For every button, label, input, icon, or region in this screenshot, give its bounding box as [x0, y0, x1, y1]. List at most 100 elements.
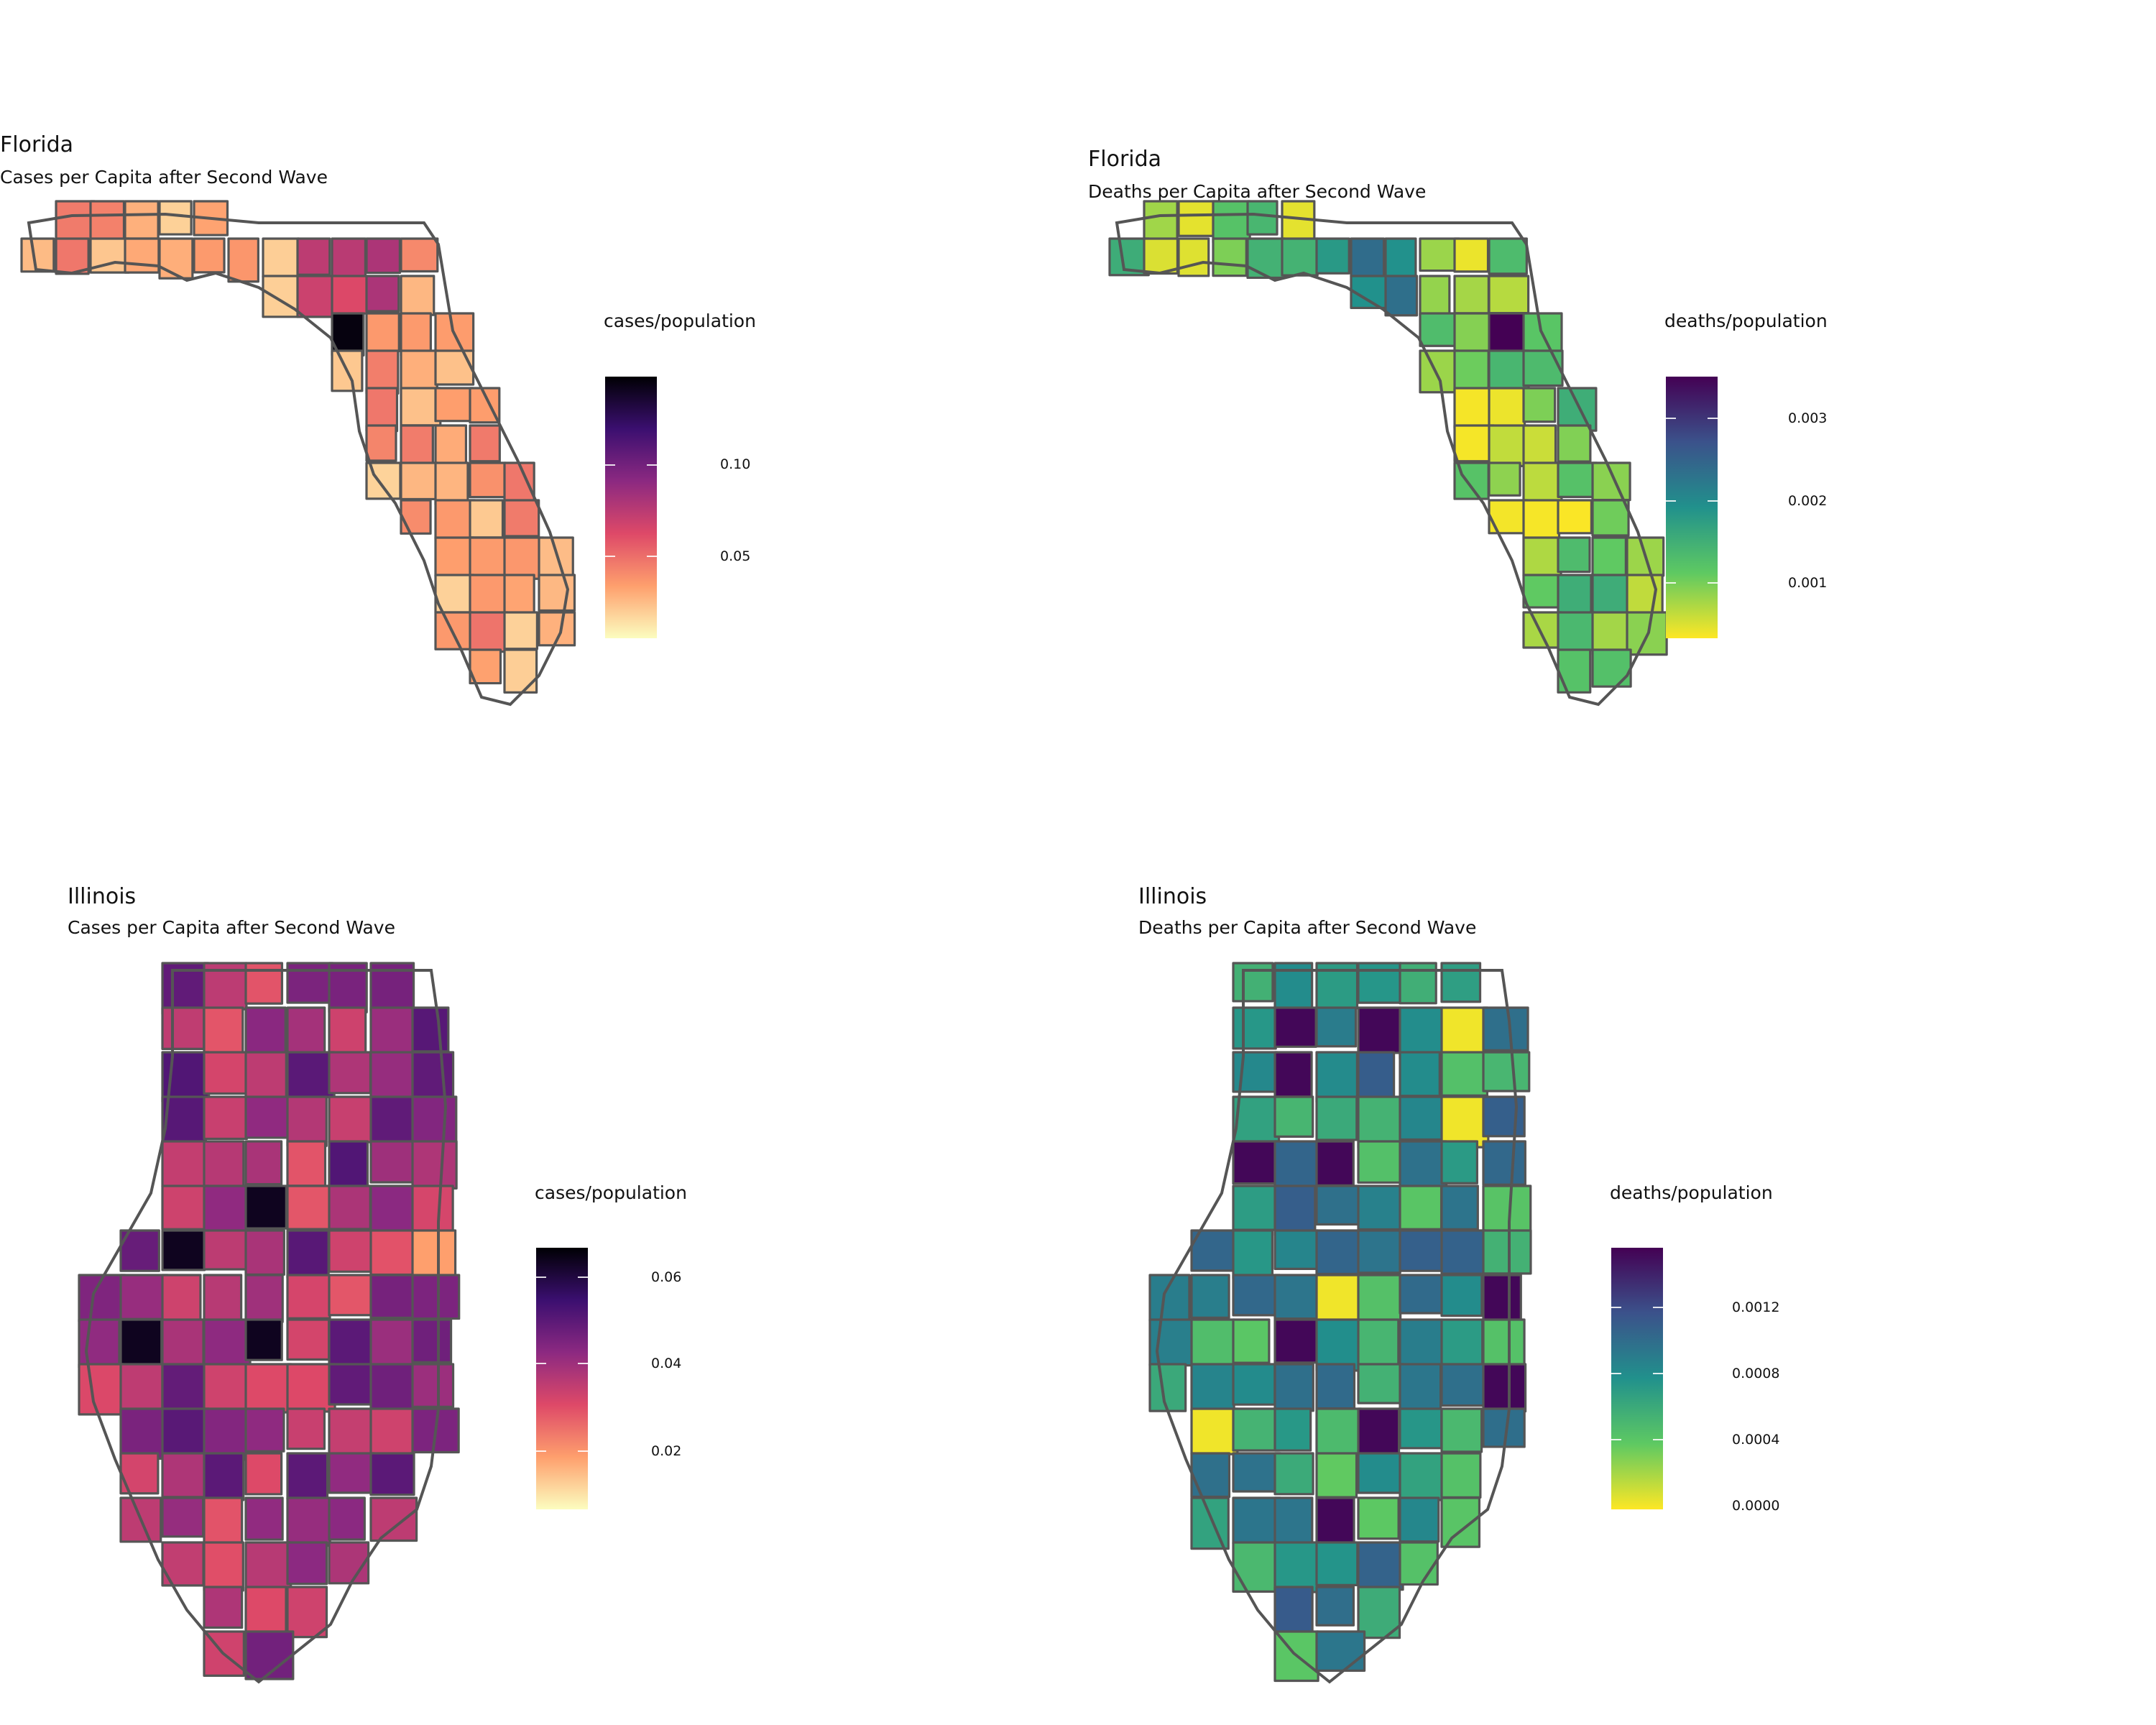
county — [369, 1496, 418, 1542]
county — [1453, 461, 1490, 500]
county — [227, 237, 259, 283]
county — [78, 1274, 126, 1323]
county — [365, 275, 400, 313]
county — [328, 1363, 372, 1406]
county — [78, 1318, 121, 1369]
florida-deaths-map — [1108, 200, 1668, 707]
county — [1522, 461, 1563, 506]
county — [286, 1051, 336, 1098]
county — [1273, 1140, 1320, 1194]
legend-title: cases/population — [604, 310, 756, 331]
county — [158, 200, 193, 236]
county — [286, 1006, 326, 1055]
county — [1143, 200, 1179, 245]
county — [1440, 1140, 1479, 1184]
county — [469, 424, 501, 463]
county — [411, 1318, 453, 1363]
county — [1357, 1229, 1401, 1274]
county — [1273, 1363, 1314, 1412]
county — [161, 1006, 206, 1050]
county — [1522, 387, 1557, 423]
county — [161, 1452, 210, 1499]
panel-subtitle: Deaths per Capita after Second Wave — [1088, 181, 1427, 202]
county — [1357, 1140, 1404, 1184]
county — [1232, 1229, 1274, 1280]
county — [119, 1452, 160, 1495]
county — [244, 1407, 285, 1453]
county — [244, 1318, 283, 1361]
county — [1232, 1184, 1281, 1231]
county — [469, 536, 510, 578]
county — [1273, 1051, 1313, 1098]
county — [1232, 1496, 1282, 1545]
county — [411, 1229, 457, 1281]
county — [1273, 1006, 1317, 1048]
county — [286, 1407, 326, 1450]
legend-tick-label: 0.002 — [1788, 493, 1828, 509]
county — [119, 1363, 164, 1416]
county — [244, 1274, 284, 1323]
legend-tick-mark — [1708, 418, 1718, 419]
county — [411, 1363, 455, 1408]
county — [203, 1229, 250, 1271]
county — [411, 1051, 455, 1103]
legend-tick-mark — [536, 1450, 546, 1452]
legend-tick-label: 0.001 — [1788, 575, 1828, 591]
county — [119, 1407, 165, 1460]
county — [1440, 1363, 1485, 1407]
county — [1440, 1051, 1489, 1097]
county — [119, 1229, 160, 1272]
legend-tick-mark — [1708, 500, 1718, 502]
county — [203, 1541, 244, 1592]
county — [1177, 237, 1210, 277]
county — [1488, 461, 1521, 497]
county — [1591, 611, 1630, 656]
county — [328, 1274, 377, 1317]
legend-title: deaths/population — [1610, 1182, 1773, 1203]
county — [1399, 1095, 1447, 1141]
county — [1482, 1407, 1526, 1448]
county — [244, 1006, 287, 1057]
county — [244, 1586, 287, 1634]
county — [1232, 1363, 1276, 1406]
county — [369, 1407, 415, 1458]
county — [1557, 461, 1598, 498]
county — [1482, 1006, 1529, 1052]
county — [203, 1184, 249, 1236]
county — [1273, 1229, 1319, 1270]
county — [1591, 648, 1632, 688]
county — [365, 312, 400, 353]
county — [55, 237, 90, 275]
county — [369, 1229, 417, 1276]
county — [286, 1363, 336, 1413]
county — [1315, 1006, 1358, 1048]
county — [1522, 499, 1561, 539]
county — [1440, 1184, 1479, 1230]
county — [1419, 275, 1451, 317]
county — [1232, 1452, 1282, 1493]
legend-tick-mark — [647, 556, 657, 557]
county — [161, 1407, 211, 1457]
county — [296, 275, 338, 318]
county — [1399, 1184, 1443, 1230]
county — [1453, 275, 1490, 315]
legend-tick-label: 0.0004 — [1732, 1432, 1780, 1448]
county — [244, 1541, 292, 1594]
legend-colorbar — [1611, 1248, 1663, 1509]
county — [1399, 1274, 1449, 1315]
county — [1626, 574, 1664, 618]
county — [161, 1496, 205, 1538]
county — [1399, 1407, 1443, 1450]
county — [244, 1630, 295, 1680]
legend-tick-mark — [605, 556, 615, 557]
county — [1357, 1452, 1405, 1494]
county — [1557, 574, 1593, 616]
county — [1273, 1095, 1314, 1138]
state-outline — [84, 969, 448, 1684]
county — [411, 1274, 461, 1320]
county — [1488, 237, 1528, 275]
county — [1190, 1407, 1239, 1455]
county — [244, 962, 284, 1005]
county — [1488, 275, 1530, 315]
county — [55, 200, 96, 245]
